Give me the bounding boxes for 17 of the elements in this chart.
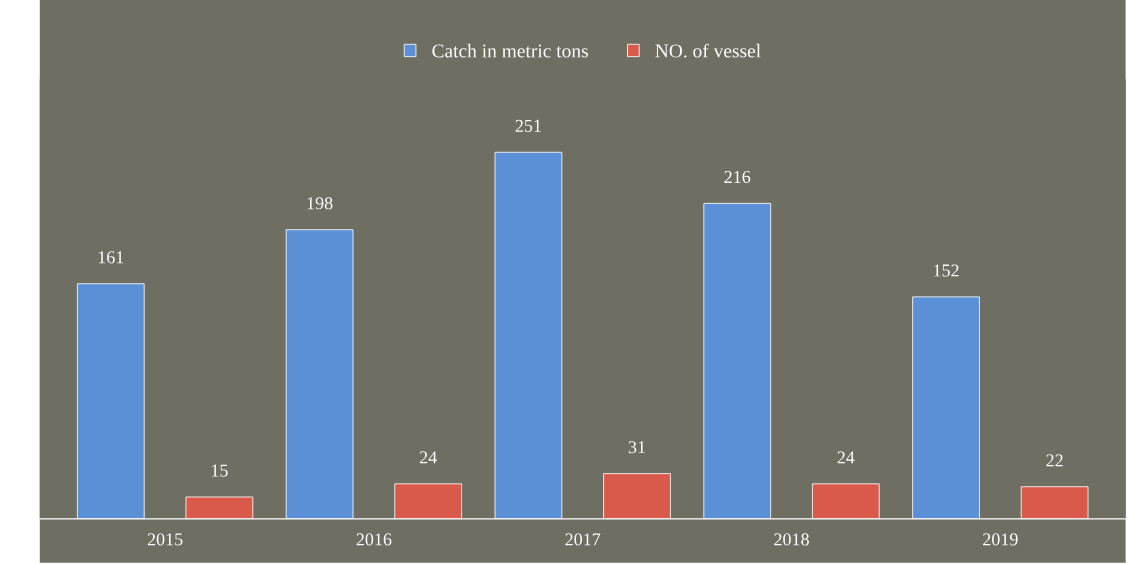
data-label: 22 <box>1046 454 1063 467</box>
data-label: 251 <box>515 119 541 132</box>
data-label: 15 <box>211 464 228 477</box>
x-tick-label: 2017 <box>565 533 601 546</box>
data-label: 161 <box>98 251 124 264</box>
data-label: 216 <box>724 170 751 184</box>
legend-label: Catch in metric tons <box>432 43 588 58</box>
data-label: 152 <box>934 264 959 277</box>
data-label: 24 <box>419 451 437 464</box>
x-tick-label: 2015 <box>147 533 183 546</box>
x-tick-label: 2016 <box>356 533 392 546</box>
legend-label: NO. of vessel <box>655 43 761 58</box>
data-label: 31 <box>628 441 645 454</box>
x-tick-label: 2018 <box>774 533 809 546</box>
x-tick-label: 2019 <box>983 533 1018 546</box>
data-label: 198 <box>307 197 333 210</box>
data-label: 24 <box>837 451 855 464</box>
